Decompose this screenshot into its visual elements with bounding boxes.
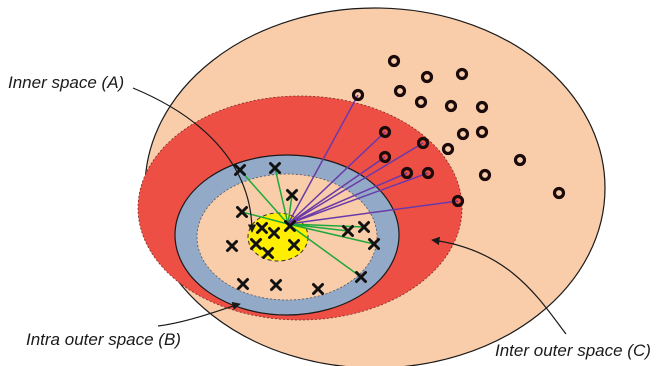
circle-marker-icon	[393, 84, 407, 98]
x-markers	[226, 162, 380, 295]
x-marker-icon	[236, 206, 248, 218]
inner-space-label: Inner space (A)	[8, 73, 124, 92]
circle-marker-icon	[451, 194, 465, 208]
circle-marker-icon	[400, 166, 414, 180]
circle-marker-icon	[421, 166, 435, 180]
circle-marker-icon	[378, 125, 392, 139]
intra-outer-space-label: Intra outer space (B)	[26, 330, 181, 349]
circle-marker-icon	[478, 168, 492, 182]
inter-outer-space-label: Inter outer space (C)	[495, 341, 651, 360]
x-marker-icon	[268, 227, 280, 239]
x-marker-icon	[284, 220, 296, 232]
x-marker-icon	[368, 238, 380, 250]
circle-marker-icon	[416, 136, 430, 150]
x-marker-icon	[288, 239, 300, 251]
circle-marker-icon	[444, 99, 458, 113]
circle-marker-icon	[387, 54, 401, 68]
x-marker-icon	[358, 221, 370, 233]
circle-marker-icon	[513, 153, 527, 167]
x-marker-icon	[355, 271, 367, 283]
x-marker-icon	[256, 222, 268, 234]
o-markers	[351, 54, 566, 208]
x-marker-icon	[262, 247, 274, 259]
x-marker-icon	[270, 279, 282, 291]
x-marker-icon	[269, 162, 281, 174]
intra-links	[239, 167, 375, 278]
circle-marker-icon	[351, 88, 365, 102]
x-marker-icon	[237, 278, 249, 290]
circle-marker-icon	[414, 95, 428, 109]
circle-marker-icon	[456, 127, 470, 141]
inter-links	[287, 94, 459, 225]
circle-marker-icon	[475, 100, 489, 114]
circle-marker-icon	[552, 186, 566, 200]
intra-outer-arrow	[157, 301, 241, 327]
circle-marker-icon	[455, 67, 469, 81]
inner-space-arrow	[132, 87, 257, 233]
x-marker-icon	[312, 283, 324, 295]
circle-marker-icon	[420, 70, 434, 84]
circle-marker-icon	[441, 142, 455, 156]
x-marker-icon	[286, 189, 298, 201]
circle-marker-icon	[475, 125, 489, 139]
circle-marker-icon	[378, 150, 392, 164]
x-marker-icon	[250, 238, 262, 250]
x-marker-icon	[342, 225, 354, 237]
x-marker-icon	[226, 240, 238, 252]
inter-outer-arrow	[431, 236, 567, 335]
